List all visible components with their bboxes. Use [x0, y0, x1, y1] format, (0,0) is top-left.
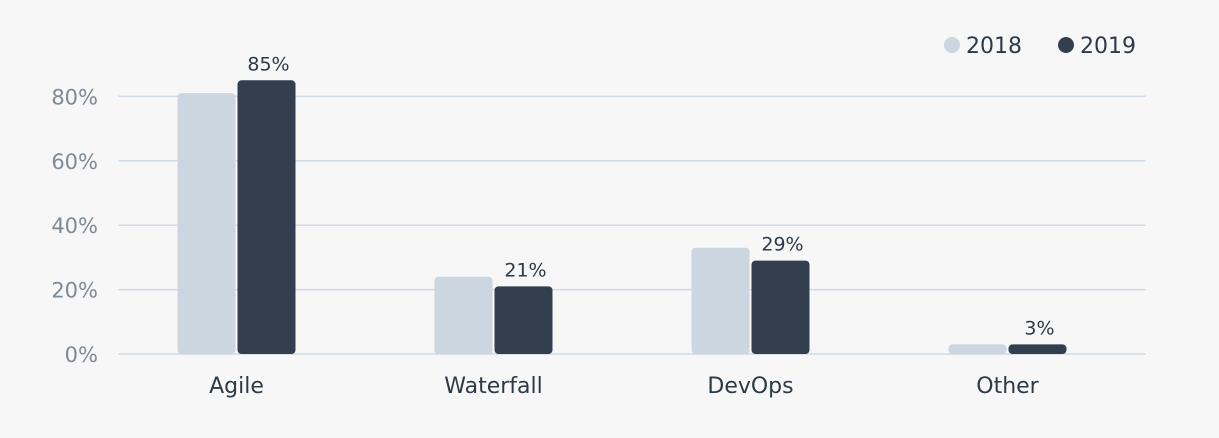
- bar-devops-2018: [691, 247, 750, 354]
- y-tick-label: 40%: [51, 214, 98, 238]
- x-tick-label-agile: Agile: [209, 374, 264, 399]
- data-labels: 85% 21% 29% 3%: [247, 53, 1054, 339]
- bar-other-2019: [1008, 344, 1067, 354]
- bar-other-2018: [948, 344, 1007, 354]
- data-label-devops: 29%: [761, 234, 803, 256]
- y-tick-label: 0%: [65, 343, 98, 367]
- x-tick-label-devops: DevOps: [707, 374, 793, 399]
- legend: 2018 2019: [944, 34, 1136, 59]
- data-label-other: 3%: [1024, 317, 1054, 339]
- y-axis-ticks: 0% 20% 40% 60% 80%: [51, 85, 98, 367]
- legend-marker-2019: [1058, 37, 1074, 53]
- data-label-waterfall: 21%: [504, 259, 546, 281]
- x-tick-label-other: Other: [976, 374, 1039, 399]
- bar-waterfall-2019: [494, 286, 553, 354]
- bar-agile-2018: [177, 93, 236, 355]
- bar-agile-2019: [237, 80, 296, 355]
- x-tick-label-waterfall: Waterfall: [444, 374, 542, 399]
- bar-devops-2019: [751, 260, 810, 354]
- y-tick-label: 20%: [51, 279, 98, 303]
- legend-marker-2018: [944, 37, 960, 53]
- y-tick-label: 80%: [51, 85, 98, 109]
- bars: [177, 80, 1067, 355]
- data-label-agile: 85%: [247, 53, 289, 75]
- legend-label-2019: 2019: [1080, 34, 1136, 59]
- bar-waterfall-2018: [434, 276, 493, 354]
- legend-label-2018: 2018: [966, 34, 1022, 59]
- y-tick-label: 60%: [51, 150, 98, 174]
- x-axis-labels: Agile Waterfall DevOps Other: [209, 374, 1040, 399]
